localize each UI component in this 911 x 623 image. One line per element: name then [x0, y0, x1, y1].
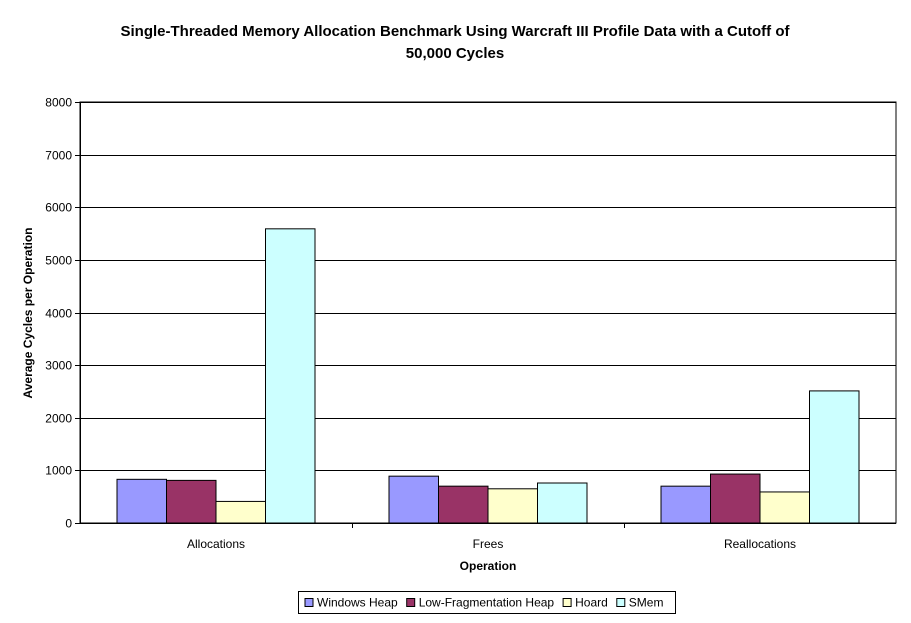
- x-tick-label: Reallocations: [724, 537, 796, 551]
- y-tick-label: 8000: [45, 96, 72, 110]
- legend-label: Hoard: [575, 596, 608, 610]
- legend-box: [298, 591, 676, 614]
- legend-swatch: [406, 598, 416, 607]
- chart-title-line1: Single-Threaded Memory Allocation Benchm…: [121, 23, 791, 40]
- y-tick-label: 2000: [45, 412, 72, 426]
- plot-area: [79, 101, 897, 524]
- axes: 0 1000 2000 3000 4000 5000 6000 7000 8000 Allocat…: [45, 96, 896, 551]
- bar-hoard-frees: [487, 488, 538, 524]
- y-tick-label: 3000: [45, 359, 72, 373]
- bar-smem-reallocations: [809, 390, 860, 524]
- bars: [116, 228, 860, 524]
- y-tick-label: 0: [65, 517, 72, 531]
- legend-label: Windows Heap: [317, 596, 398, 610]
- x-tick-label: Allocations: [187, 537, 245, 551]
- x-tick-label: Frees: [473, 537, 504, 551]
- bar-low-fragmentation-heap-allocations: [166, 479, 217, 524]
- legend: Windows Heap Low-Fragmentation Heap Hoard S…: [298, 591, 676, 614]
- bar-smem-allocations: [265, 228, 316, 524]
- bar-hoard-allocations: [215, 500, 266, 524]
- legend-label: SMem: [629, 596, 664, 610]
- y-tick-label: 6000: [45, 201, 72, 215]
- bar-hoard-reallocations: [759, 491, 810, 524]
- bar-low-fragmentation-heap-reallocations: [710, 473, 761, 524]
- legend-label: Low-Fragmentation Heap: [419, 596, 555, 610]
- y-tick-label: 4000: [45, 307, 72, 321]
- bar-smem-frees: [537, 482, 588, 524]
- x-axis-title: Operation: [460, 559, 517, 573]
- legend-swatch: [304, 598, 314, 607]
- y-axis-title: Average Cycles per Operation: [21, 228, 35, 399]
- gridlines: [79, 101, 897, 524]
- legend-swatch: [616, 598, 626, 607]
- legend-swatch: [562, 598, 572, 607]
- y-tick-label: 7000: [45, 149, 72, 163]
- bar-low-fragmentation-heap-frees: [438, 485, 489, 524]
- bar-windows-heap-reallocations: [660, 485, 711, 524]
- y-tick-label: 5000: [45, 254, 72, 268]
- bar-windows-heap-allocations: [116, 478, 167, 524]
- bar-windows-heap-frees: [388, 475, 439, 524]
- chart-title-line2: 50,000 Cycles: [406, 45, 504, 62]
- y-tick-label: 1000: [45, 464, 72, 478]
